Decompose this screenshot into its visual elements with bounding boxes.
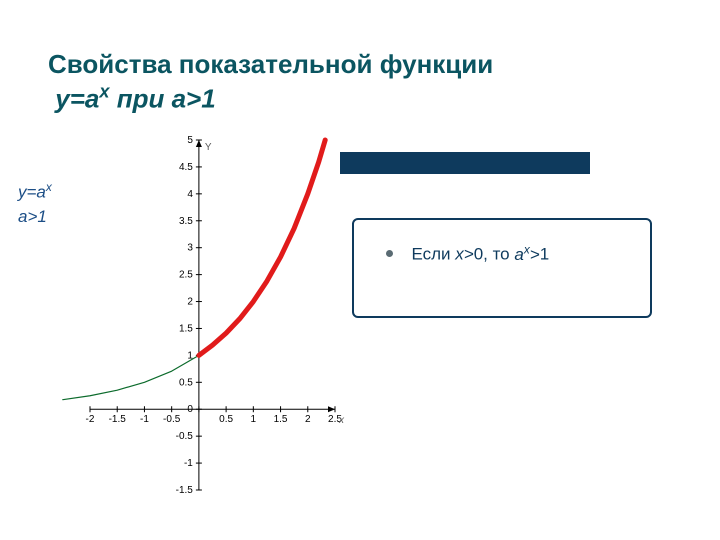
svg-text:1.5: 1.5	[274, 414, 288, 425]
svg-text:2.5: 2.5	[179, 270, 193, 281]
svg-text:x: x	[338, 415, 345, 426]
svg-text:2: 2	[187, 297, 193, 308]
bullet-icon	[386, 250, 393, 257]
svg-text:4: 4	[187, 189, 193, 200]
svg-text:Y: Y	[205, 142, 212, 153]
svg-text:-1.5: -1.5	[109, 414, 127, 425]
svg-text:-2: -2	[86, 414, 95, 425]
exponential-chart: -2-1.5-1-0.50.511.522.5-1.5-1-0.500.511.…	[90, 140, 335, 490]
svg-text:2: 2	[305, 414, 311, 425]
curve-legend: у=ах a>1	[18, 180, 52, 231]
legend-line1: у=ах	[18, 180, 52, 203]
svg-text:0.5: 0.5	[179, 377, 193, 388]
svg-text:-0.5: -0.5	[163, 414, 181, 425]
svg-text:1: 1	[251, 414, 257, 425]
svg-text:3.5: 3.5	[179, 216, 193, 227]
callout-text: Если х>0, то ах>1	[411, 245, 549, 264]
svg-text:1.5: 1.5	[179, 323, 193, 334]
svg-text:-1.5: -1.5	[176, 485, 194, 496]
slide-title: Свойства показательной функции у=ах при …	[48, 48, 648, 115]
svg-text:4.5: 4.5	[179, 162, 193, 173]
title-line1: Свойства показательной функции	[48, 49, 493, 79]
svg-text:3: 3	[187, 243, 193, 254]
property-callout: Если х>0, то ах>1	[352, 218, 652, 318]
svg-text:-1: -1	[184, 458, 193, 469]
svg-text:-1: -1	[140, 414, 149, 425]
title-line2: у=ах при а>1	[48, 83, 216, 113]
accent-bar	[340, 152, 590, 174]
svg-text:0: 0	[187, 404, 193, 415]
svg-text:0.5: 0.5	[219, 414, 233, 425]
svg-text:-0.5: -0.5	[176, 431, 194, 442]
legend-line2: a>1	[18, 207, 52, 227]
svg-text:5: 5	[187, 135, 193, 146]
